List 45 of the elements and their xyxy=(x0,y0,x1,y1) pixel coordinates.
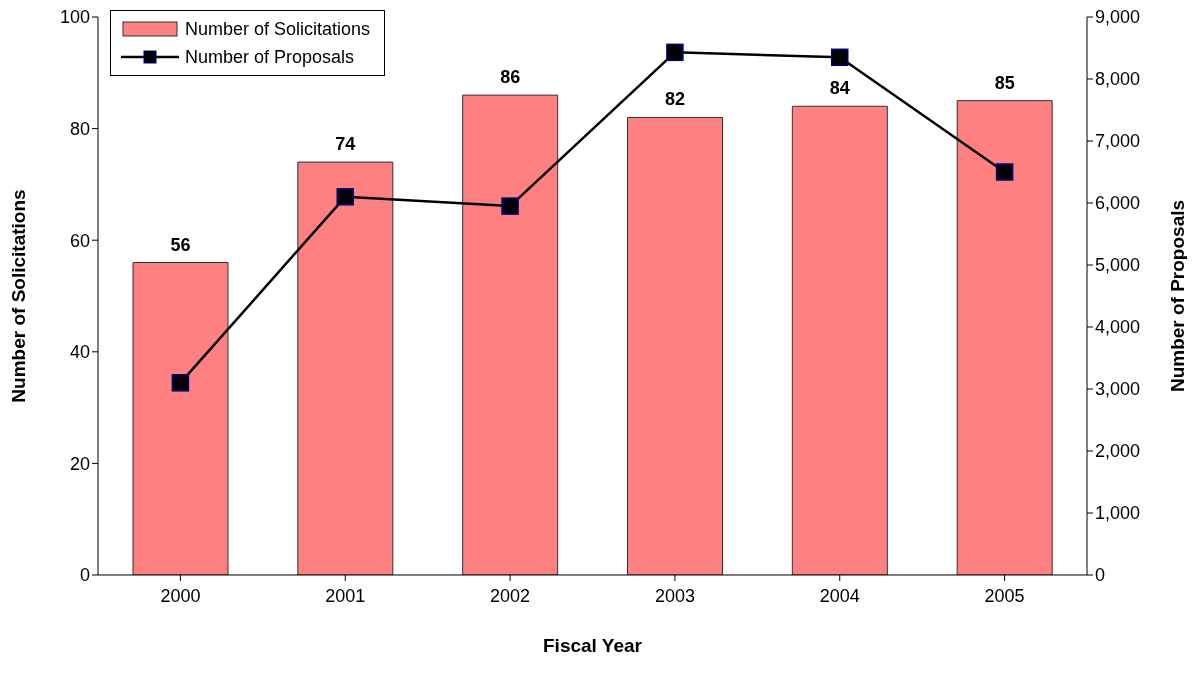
x-tick-label: 2004 xyxy=(819,585,860,606)
y2-tick-label: 1,000 xyxy=(1095,503,1141,524)
y2-tick-label: 9,000 xyxy=(1095,7,1141,28)
bar xyxy=(132,262,229,575)
y-tick-label: 80 xyxy=(69,118,90,139)
y2-tick-label: 7,000 xyxy=(1095,131,1141,152)
y2-tick-label: 2,000 xyxy=(1095,441,1141,462)
data-label: 84 xyxy=(829,78,850,99)
y2-axis-title: Number of Proposals xyxy=(1166,199,1188,393)
y-tick-label: 40 xyxy=(69,342,90,363)
point xyxy=(831,48,849,67)
bar xyxy=(462,94,559,575)
point xyxy=(336,188,354,206)
x-tick-label: 2002 xyxy=(490,585,531,606)
legend-label: Number of Proposals xyxy=(185,46,355,69)
y-tick-label: 20 xyxy=(69,453,90,474)
point xyxy=(666,43,684,62)
x-tick-label: 2001 xyxy=(325,585,366,606)
data-label: 74 xyxy=(335,134,356,155)
bar xyxy=(956,100,1053,575)
y-axis-title: Number of Solicitations xyxy=(7,189,29,403)
bar xyxy=(627,116,723,575)
y2-tick-label: 3,000 xyxy=(1095,379,1141,400)
x-axis-title: Fiscal Year xyxy=(543,635,643,656)
y-tick-label: 100 xyxy=(59,7,90,28)
point xyxy=(995,163,1014,181)
y2-tick-label: 4,000 xyxy=(1095,317,1141,338)
data-label: 86 xyxy=(500,67,521,88)
y-tick-label: 0 xyxy=(79,565,90,586)
bar xyxy=(297,161,394,575)
point xyxy=(501,197,519,215)
legend-label: Number of Solicitations xyxy=(185,18,371,41)
data-label: 85 xyxy=(994,72,1015,93)
x-tick-label: 2003 xyxy=(654,585,695,606)
bar xyxy=(791,105,888,575)
y2-tick-label: 0 xyxy=(1095,565,1106,586)
y-tick-label: 60 xyxy=(69,230,90,251)
y2-tick-label: 6,000 xyxy=(1095,193,1141,214)
data-label: 82 xyxy=(664,89,686,110)
y2-tick-label: 5,000 xyxy=(1095,255,1141,276)
y2-tick-label: 8,000 xyxy=(1095,69,1141,90)
x-tick-label: 2000 xyxy=(160,585,201,606)
point xyxy=(171,374,190,392)
data-label: 56 xyxy=(170,234,191,255)
x-tick-label: 2005 xyxy=(984,585,1025,606)
